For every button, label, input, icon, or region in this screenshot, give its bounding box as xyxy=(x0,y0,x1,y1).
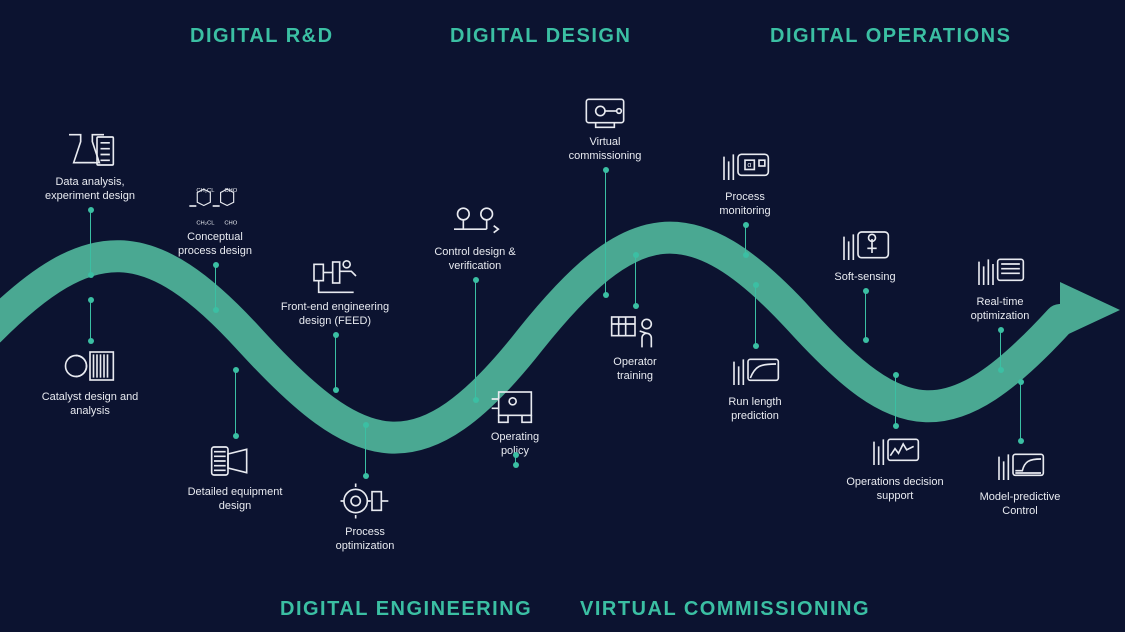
svg-text:α: α xyxy=(747,162,751,169)
equipment-icon xyxy=(207,440,263,482)
virtcomm-icon xyxy=(577,90,633,132)
node-label-process-opt: Process optimization xyxy=(336,526,395,554)
node-label-ops-decision: Operations decision support xyxy=(846,476,943,504)
connector-process-monitoring xyxy=(745,225,746,255)
connector-data-analysis xyxy=(90,210,91,275)
sensor-icon xyxy=(837,225,893,267)
node-process-monitoring: α Process monitoring xyxy=(685,145,805,219)
connector-operating-policy xyxy=(515,455,516,465)
ftr-engineering: DIGITAL ENGINEERING xyxy=(280,598,532,621)
node-label-run-length: Run length prediction xyxy=(728,396,781,424)
node-label-detailed-equipment: Detailed equipment design xyxy=(188,486,283,514)
node-ops-decision: Operations decision support xyxy=(835,430,955,504)
node-realtime-opt: Real-time optimization xyxy=(940,250,1060,324)
hdr-design: DIGITAL DESIGN xyxy=(450,25,631,48)
svg-text:CH₂CL: CH₂CL xyxy=(196,221,215,227)
ftr-commissioning: VIRTUAL COMMISSIONING xyxy=(580,598,870,621)
node-virtual-comm: Virtual commissioning xyxy=(545,90,665,164)
node-process-opt: Process optimization xyxy=(305,480,425,554)
connector-realtime-opt xyxy=(1000,330,1001,370)
node-data-analysis: Data analysis, experiment design xyxy=(30,130,150,204)
molecule-icon: CH₂CL CHO CH₂CL CHO xyxy=(187,185,243,227)
diagram-stage: DIGITAL R&D DIGITAL DESIGN DIGITAL OPERATI… xyxy=(0,0,1125,632)
node-label-data-analysis: Data analysis, experiment design xyxy=(45,176,135,204)
node-detailed-equipment: Detailed equipment design xyxy=(175,440,295,514)
connector-soft-sensing xyxy=(865,291,866,340)
flowsheet-icon xyxy=(307,255,363,297)
runlength-icon xyxy=(727,350,783,392)
node-label-control-design: Control design & verification xyxy=(434,246,515,274)
connector-control-design xyxy=(475,280,476,400)
node-run-length: Run length prediction xyxy=(695,350,815,424)
decision-icon xyxy=(867,430,923,472)
connector-virtual-comm xyxy=(605,170,606,295)
connector-feed xyxy=(335,335,336,390)
monitor-icon: α xyxy=(717,145,773,187)
node-mpc: Model-predictive Control xyxy=(960,445,1080,519)
svg-text:CHO: CHO xyxy=(224,188,237,194)
node-label-feed: Front-end engineering design (FEED) xyxy=(281,301,389,329)
operator-icon xyxy=(607,310,663,352)
control-icon xyxy=(447,200,503,242)
connector-run-length xyxy=(755,285,756,346)
gear-flow-icon xyxy=(337,480,393,522)
node-operating-policy: Operating policy xyxy=(455,385,575,459)
node-feed: Front-end engineering design (FEED) xyxy=(275,255,395,329)
connector-process-opt xyxy=(365,425,366,476)
catalyst-icon xyxy=(62,345,118,387)
node-control-design: Control design & verification xyxy=(415,200,535,274)
hdr-operations: DIGITAL OPERATIONS xyxy=(770,25,1011,48)
node-operator-training: Operator training xyxy=(575,310,695,384)
node-label-catalyst-design: Catalyst design and analysis xyxy=(42,391,139,419)
node-label-realtime-opt: Real-time optimization xyxy=(971,296,1030,324)
node-label-conceptual-design: Conceptual process design xyxy=(178,231,252,259)
policy-icon xyxy=(487,385,543,427)
node-label-mpc: Model-predictive Control xyxy=(980,491,1061,519)
connector-operator-training xyxy=(635,255,636,306)
node-catalyst-design: Catalyst design and analysis xyxy=(30,345,150,419)
connector-conceptual-design xyxy=(215,265,216,310)
connector-catalyst-design xyxy=(90,300,91,341)
hdr-rnd: DIGITAL R&D xyxy=(190,25,334,48)
mpc-icon xyxy=(992,445,1048,487)
node-conceptual-design: CH₂CL CHO CH₂CL CHO Conceptual process desig… xyxy=(155,185,275,259)
connector-detailed-equipment xyxy=(235,370,236,436)
svg-text:CHO: CHO xyxy=(224,221,237,227)
node-label-operator-training: Operator training xyxy=(613,356,656,384)
realtime-icon xyxy=(972,250,1028,292)
node-label-soft-sensing: Soft-sensing xyxy=(834,271,895,285)
svg-text:CH₂CL: CH₂CL xyxy=(196,188,215,194)
connector-mpc xyxy=(1020,382,1021,441)
node-label-process-monitoring: Process monitoring xyxy=(719,191,770,219)
node-soft-sensing: Soft-sensing xyxy=(805,225,925,285)
node-label-virtual-comm: Virtual commissioning xyxy=(569,136,642,164)
beaker-icon xyxy=(62,130,118,172)
connector-ops-decision xyxy=(895,375,896,426)
